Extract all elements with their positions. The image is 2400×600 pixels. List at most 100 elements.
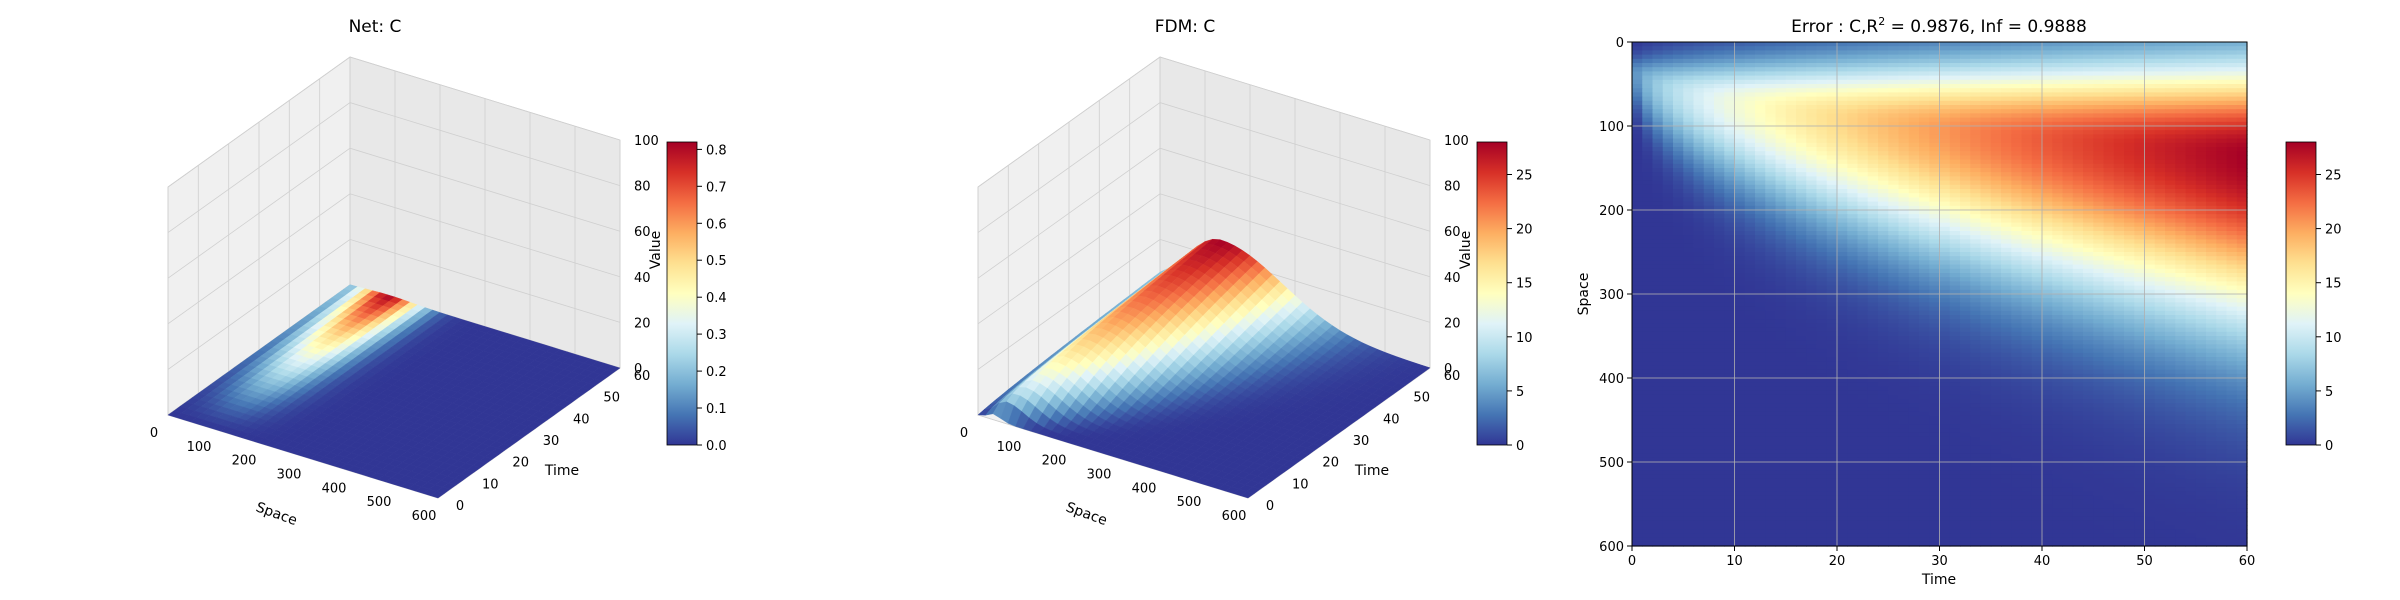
heatmap-cell — [1642, 50, 1654, 56]
heatmap-cell — [1888, 151, 1900, 156]
heatmap-cell — [1734, 193, 1746, 198]
heatmap-cell — [1857, 201, 1869, 207]
colorbar — [1476, 141, 1508, 446]
colorbar-ticks: 0.00.10.20.30.40.50.60.70.8 — [697, 143, 727, 454]
heatmap-cell — [2236, 168, 2248, 173]
heatmap-cell — [1898, 42, 1910, 47]
heatmap-cell — [2226, 130, 2238, 135]
heatmap-cell — [1755, 210, 1766, 215]
heatmap-cell — [1775, 105, 1787, 110]
heatmap-cell — [2062, 163, 2074, 169]
heatmap-cell — [2031, 201, 2043, 207]
heatmap-cell — [1724, 197, 1736, 203]
heatmap-cell — [1765, 226, 1777, 232]
heatmap-cell — [1949, 155, 1961, 161]
heatmap-cell — [1980, 117, 1992, 123]
heatmap-cell — [1724, 201, 1736, 207]
heatmap-cell — [2021, 176, 2033, 182]
heatmap-cell — [1949, 54, 1961, 60]
heatmap-cell — [1826, 226, 1838, 232]
heatmap-cell — [1744, 63, 1756, 68]
heatmap-cell — [2185, 117, 2197, 123]
heatmap-cell — [2154, 163, 2166, 169]
heatmap-cell — [1898, 155, 1910, 161]
heatmap-cell — [2042, 42, 2053, 47]
heatmap-cell — [1908, 67, 1920, 72]
heatmap-cell — [1980, 142, 1992, 148]
heatmap-cell — [1929, 193, 1941, 198]
heatmap-cell — [1816, 134, 1828, 140]
heatmap-cell — [1724, 176, 1736, 182]
heatmap-cell — [1837, 105, 1848, 110]
heatmap-cell — [1847, 218, 1859, 224]
heatmap-cell — [1744, 210, 1756, 215]
heatmap-cell — [1744, 88, 1756, 93]
heatmap-cell — [2124, 138, 2135, 144]
heatmap-cell — [1867, 189, 1879, 194]
heatmap-cell — [2031, 163, 2043, 169]
heatmap-cell — [2062, 100, 2074, 106]
heatmap-cell — [1785, 50, 1797, 56]
heatmap-cell — [1693, 126, 1705, 131]
heatmap-cell — [1755, 151, 1766, 156]
heatmap-cell — [1662, 88, 1674, 93]
heatmap-cell — [1662, 197, 1674, 203]
heatmap-cell — [2206, 155, 2217, 161]
heatmap-cell — [1775, 67, 1787, 72]
heatmap-cell — [1847, 193, 1859, 198]
heatmap-cell — [1939, 176, 1951, 182]
heatmap-cell — [1878, 151, 1889, 156]
heatmap-cell — [2236, 92, 2248, 98]
heatmap-cell — [2113, 126, 2125, 131]
heatmap-cell — [2134, 180, 2146, 186]
heatmap-cell — [1980, 138, 1992, 144]
heatmap-cell — [1744, 197, 1756, 203]
heatmap-cell — [1980, 75, 1992, 81]
heatmap-cell — [1714, 189, 1725, 194]
heatmap-cell — [2185, 92, 2197, 98]
heatmap-cell — [2021, 126, 2033, 131]
heatmap-cell — [1806, 218, 1818, 224]
heatmap-cell — [1744, 201, 1756, 207]
heatmap-cell — [1960, 147, 1971, 152]
heatmap-cell — [2236, 50, 2248, 56]
heatmap-cell — [1652, 46, 1664, 51]
heatmap-cell — [1796, 130, 1807, 135]
heatmap-cell — [1714, 130, 1725, 135]
heatmap-cell — [1693, 117, 1705, 123]
heatmap-cell — [1970, 180, 1982, 186]
heatmap-cell — [1888, 75, 1900, 81]
heatmap-cell — [1970, 197, 1982, 203]
heatmap-cell — [1960, 218, 1971, 224]
heatmap-cell — [2134, 113, 2146, 119]
heatmap-cell — [2185, 155, 2197, 161]
heatmap-cell — [1898, 71, 1910, 77]
heatmap-cell — [1847, 222, 1859, 228]
heatmap-cell — [1714, 75, 1725, 81]
heatmap-cell — [1990, 180, 2002, 186]
heatmap-cell — [1919, 67, 1930, 72]
heatmap-cell — [1734, 130, 1746, 135]
y-axis-label: Time — [1354, 463, 1389, 479]
x-tick-label: 100 — [997, 440, 1022, 455]
heatmap-cell — [2236, 189, 2248, 194]
heatmap-cell — [1990, 42, 2002, 47]
heatmap-cell — [1693, 75, 1705, 81]
heatmap-cell — [2226, 184, 2238, 190]
heatmap-cell — [2052, 63, 2064, 68]
heatmap-cell — [1980, 96, 1992, 102]
heatmap-cell — [1724, 58, 1736, 64]
heatmap-cell — [1837, 168, 1848, 173]
heatmap-cell — [1878, 142, 1889, 148]
heatmap-cell — [1652, 159, 1664, 165]
heatmap-cell — [1632, 113, 1643, 119]
heatmap-cell — [2031, 222, 2043, 228]
heatmap-cell — [2062, 126, 2074, 131]
heatmap-cell — [1806, 180, 1818, 186]
heatmap-cell — [1990, 113, 2002, 119]
heatmap-cell — [2062, 105, 2074, 110]
heatmap-cell — [2124, 176, 2135, 182]
heatmap-cell — [2011, 218, 2023, 224]
heatmap-cell — [2062, 155, 2074, 161]
heatmap-cell — [2144, 155, 2156, 161]
